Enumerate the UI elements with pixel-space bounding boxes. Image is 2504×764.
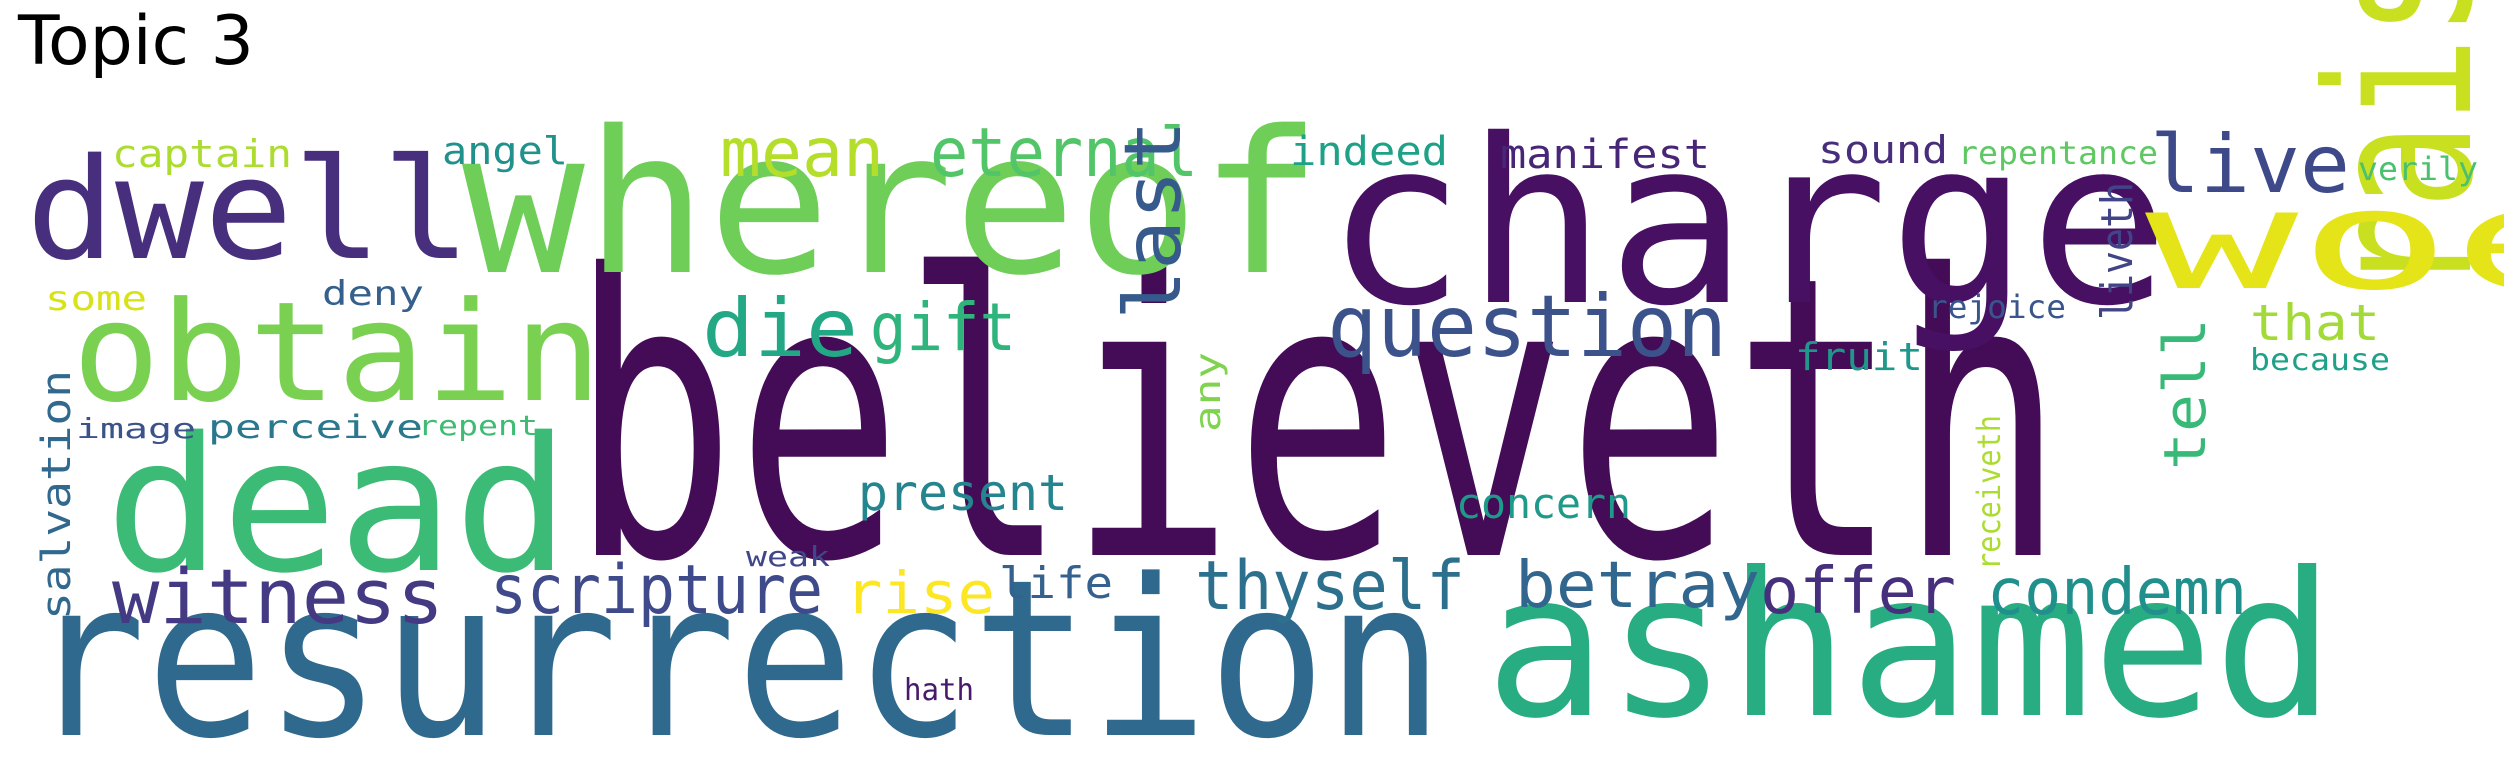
word-resurrection: resurrection xyxy=(28,534,1444,764)
word-live: live xyxy=(2150,118,2350,211)
word-sound: sound xyxy=(1818,128,1948,172)
word-raise: raise xyxy=(2285,0,2504,295)
word-because: because xyxy=(2250,343,2390,378)
word-gift: gift xyxy=(870,289,1016,366)
word-some: some xyxy=(45,279,147,319)
word-fruit: fruit xyxy=(1795,335,1923,379)
word-rise: rise xyxy=(845,559,995,627)
word-question: question xyxy=(1327,277,1727,377)
word-betray: betray xyxy=(1515,549,1760,623)
word-woe: woe xyxy=(2145,160,2504,321)
word-verily: verily xyxy=(2358,150,2478,188)
word-believeth: believeth xyxy=(570,193,2065,647)
word-dwell: dwell xyxy=(26,129,471,292)
word-repentance: repentance xyxy=(1958,134,2158,172)
word-perceive: perceive xyxy=(208,408,423,446)
word-last: last xyxy=(1109,120,1199,320)
word-liveth: liveth xyxy=(2092,182,2143,320)
word-ashamed: ashamed xyxy=(1485,530,2335,763)
word-that: that xyxy=(2250,294,2380,352)
word-obtain: obtain xyxy=(72,272,602,433)
word-tell: tell xyxy=(2151,318,2219,470)
word-charge: charge xyxy=(1325,90,2170,356)
word-witness: witness xyxy=(112,552,444,641)
word-rejoice: rejoice xyxy=(1928,288,2066,326)
word-scripture: scripture xyxy=(490,551,823,630)
word-weak: weak xyxy=(746,540,830,573)
word-dead: dead xyxy=(105,397,570,614)
word-offer: offer xyxy=(1760,555,1956,629)
word-mean: mean xyxy=(720,114,884,193)
word-concern: concern xyxy=(1456,479,1631,528)
word-indeed: indeed xyxy=(1290,129,1448,175)
word-salvation: salvation xyxy=(34,370,80,620)
word-condemn: condemn xyxy=(1987,556,2247,630)
word-angel: angel xyxy=(442,129,568,173)
word-thyself: thyself xyxy=(1195,547,1465,626)
word-captain: captain xyxy=(112,132,292,176)
word-hath: hath xyxy=(904,673,974,708)
word-present: present xyxy=(858,464,1068,522)
word-any: any xyxy=(1188,352,1229,432)
word-whereof: whereof xyxy=(462,88,1322,319)
word-life: life xyxy=(999,558,1113,609)
word-eternal: eternal xyxy=(930,114,1198,193)
word-receiveth: receiveth xyxy=(1970,415,2008,570)
chart-title: Topic 3 xyxy=(18,2,254,81)
word-deny: deny xyxy=(322,274,424,314)
word-die: die xyxy=(702,282,858,375)
word-image: image xyxy=(76,412,196,445)
word-repent: repent xyxy=(418,409,538,442)
word-manifest: manifest xyxy=(1500,132,1710,178)
